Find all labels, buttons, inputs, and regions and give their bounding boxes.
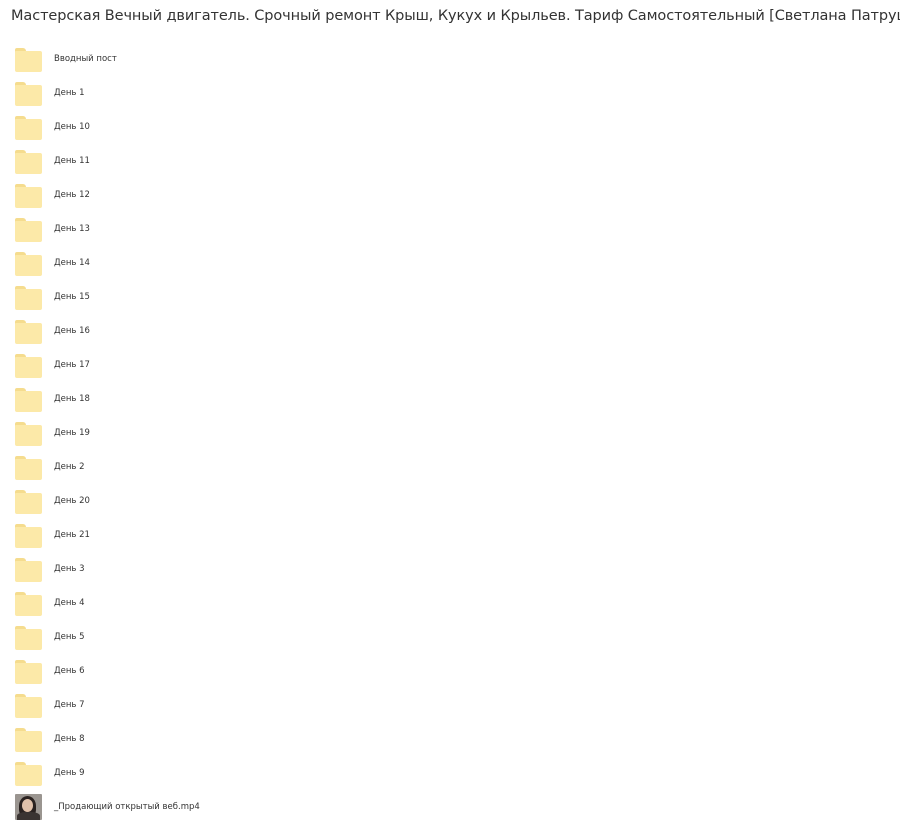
folder-icon bbox=[15, 556, 42, 582]
folder-icon bbox=[15, 114, 42, 140]
folder-item[interactable]: День 3 bbox=[0, 552, 900, 586]
folder-icon bbox=[15, 726, 42, 752]
folder-item[interactable]: День 8 bbox=[0, 722, 900, 756]
folder-icon bbox=[15, 46, 42, 72]
item-name: День 9 bbox=[54, 768, 85, 778]
folder-item[interactable]: Вводный пост bbox=[0, 42, 900, 76]
folder-item[interactable]: День 7 bbox=[0, 688, 900, 722]
item-name: День 16 bbox=[54, 326, 90, 336]
item-name: День 15 bbox=[54, 292, 90, 302]
folder-icon bbox=[15, 182, 42, 208]
file-list: Вводный пост День 1 День 10 День 11 День 12 Д… bbox=[0, 42, 900, 824]
folder-icon bbox=[15, 80, 42, 106]
folder-item[interactable]: День 19 bbox=[0, 416, 900, 450]
folder-item[interactable]: День 4 bbox=[0, 586, 900, 620]
folder-item[interactable]: День 2 bbox=[0, 450, 900, 484]
folder-icon bbox=[15, 250, 42, 276]
item-name: День 3 bbox=[54, 564, 85, 574]
folder-icon bbox=[15, 454, 42, 480]
folder-item[interactable]: День 18 bbox=[0, 382, 900, 416]
item-name: День 6 bbox=[54, 666, 85, 676]
folder-item[interactable]: День 13 bbox=[0, 212, 900, 246]
folder-icon bbox=[15, 692, 42, 718]
file-item[interactable]: _Продающий открытый веб.mp4 bbox=[0, 790, 900, 824]
folder-icon bbox=[15, 216, 42, 242]
folder-item[interactable]: День 1 bbox=[0, 76, 900, 110]
folder-icon bbox=[15, 284, 42, 310]
folder-item[interactable]: День 20 bbox=[0, 484, 900, 518]
folder-icon bbox=[15, 386, 42, 412]
item-name: День 21 bbox=[54, 530, 90, 540]
folder-item[interactable]: День 11 bbox=[0, 144, 900, 178]
folder-icon bbox=[15, 148, 42, 174]
item-name: День 17 bbox=[54, 360, 90, 370]
item-name: День 20 bbox=[54, 496, 90, 506]
item-name: День 14 bbox=[54, 258, 90, 268]
item-name: _Продающий открытый веб.mp4 bbox=[54, 802, 200, 812]
folder-icon bbox=[15, 590, 42, 616]
item-name: День 5 bbox=[54, 632, 85, 642]
folder-icon bbox=[15, 352, 42, 378]
video-thumbnail-icon bbox=[15, 794, 42, 820]
item-name: День 18 bbox=[54, 394, 90, 404]
item-name: Вводный пост bbox=[54, 54, 117, 64]
folder-icon bbox=[15, 488, 42, 514]
item-name: День 13 bbox=[54, 224, 90, 234]
folder-item[interactable]: День 17 bbox=[0, 348, 900, 382]
item-name: День 10 bbox=[54, 122, 90, 132]
item-name: День 8 bbox=[54, 734, 85, 744]
folder-icon bbox=[15, 420, 42, 446]
folder-icon bbox=[15, 658, 42, 684]
folder-item[interactable]: День 16 bbox=[0, 314, 900, 348]
folder-item[interactable]: День 15 bbox=[0, 280, 900, 314]
folder-icon bbox=[15, 760, 42, 786]
folder-icon bbox=[15, 624, 42, 650]
folder-item[interactable]: День 9 bbox=[0, 756, 900, 790]
folder-item[interactable]: День 5 bbox=[0, 620, 900, 654]
page-title: Мастерская Вечный двигатель. Срочный рем… bbox=[11, 8, 900, 24]
item-name: День 2 bbox=[54, 462, 85, 472]
item-name: День 11 bbox=[54, 156, 90, 166]
folder-item[interactable]: День 6 bbox=[0, 654, 900, 688]
item-name: День 12 bbox=[54, 190, 90, 200]
folder-icon bbox=[15, 522, 42, 548]
item-name: День 1 bbox=[54, 88, 85, 98]
folder-item[interactable]: День 14 bbox=[0, 246, 900, 280]
item-name: День 19 bbox=[54, 428, 90, 438]
folder-item[interactable]: День 21 bbox=[0, 518, 900, 552]
folder-item[interactable]: День 12 bbox=[0, 178, 900, 212]
item-name: День 4 bbox=[54, 598, 85, 608]
item-name: День 7 bbox=[54, 700, 85, 710]
folder-item[interactable]: День 10 bbox=[0, 110, 900, 144]
folder-icon bbox=[15, 318, 42, 344]
